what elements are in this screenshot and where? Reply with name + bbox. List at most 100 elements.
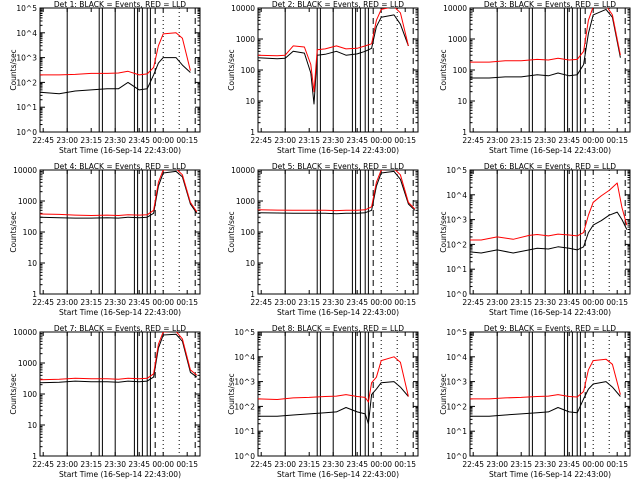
y-tick-label: 10^2 [16, 78, 37, 87]
x-tick-label: 00:15 [176, 460, 198, 469]
x-tick-label: 22:45 [462, 460, 484, 469]
y-tick-label: 10^4 [16, 29, 37, 38]
x-tick-label: 23:00 [56, 136, 78, 145]
x-tick-label: 00:15 [606, 460, 628, 469]
x-tick-label: 00:00 [152, 136, 174, 145]
panel-title: Det 5: BLACK = Events, RED = LLD [272, 162, 404, 171]
y-tick-label: 10^0 [446, 452, 467, 461]
event-lines [496, 170, 626, 294]
y-tick-label: 1 [32, 452, 37, 461]
y-tick-label: 10^1 [446, 427, 467, 436]
panel-1: 22:45 23:00 23:15 23:30 23:45 00:00 00:15 10^0 1… [9, 0, 201, 155]
y-tick-label: 10 [27, 259, 37, 268]
y-tick-label: 10 [245, 259, 255, 268]
y-tick-label: 1 [462, 128, 467, 137]
x-tick-label: 23:15 [510, 298, 532, 307]
series-line-events [40, 333, 198, 384]
y-tick-label: 10^3 [16, 54, 37, 63]
x-tick-label: 00:00 [582, 298, 604, 307]
y-axis-label: Counts/sec [9, 49, 18, 90]
x-tick-label: 00:00 [152, 298, 174, 307]
x-tick-label: 00:00 [370, 460, 392, 469]
y-tick-label: 100 [241, 66, 256, 75]
x-tick-label: 22:45 [462, 298, 484, 307]
panel-3: 22:45 23:00 23:15 23:30 23:45 00:00 00:15 1 10 10… [439, 0, 631, 155]
y-tick-label: 1 [250, 290, 255, 299]
x-tick-label: 00:15 [394, 136, 416, 145]
x-axis-label: Start Time (16-Sep-14 22:43:00) [489, 308, 611, 317]
y-tick-label: 10^5 [446, 328, 467, 337]
y-tick-label: 10^3 [234, 378, 255, 387]
x-tick-label: 23:45 [346, 136, 368, 145]
x-axis-label: Start Time (16-Sep-14 22:43:00) [277, 308, 399, 317]
series-line-events [258, 381, 409, 425]
x-tick-label: 23:30 [322, 136, 344, 145]
x-tick-label: 22:45 [250, 298, 272, 307]
y-tick-label: 10^1 [446, 265, 467, 274]
plot-frame [257, 169, 419, 295]
x-tick-label: 00:00 [370, 136, 392, 145]
series-line-events [258, 14, 409, 105]
series-line-lld [258, 356, 409, 403]
series-line-events [470, 211, 628, 254]
y-axis-label: Counts/sec [439, 49, 448, 90]
y-tick-label: 10^0 [16, 128, 37, 137]
series-line-lld [470, 358, 621, 400]
x-axis-label: Start Time (16-Sep-14 22:43:00) [489, 146, 611, 155]
x-tick-label: 23:00 [56, 298, 78, 307]
y-tick-label: 10^5 [446, 166, 467, 175]
y-tick-label: 1000 [236, 197, 255, 206]
x-axis-label: Start Time (16-Sep-14 22:43:00) [59, 470, 181, 479]
y-tick-label: 10^2 [446, 240, 467, 249]
series-line-lld [470, 8, 621, 63]
x-tick-label: 00:15 [176, 298, 198, 307]
y-tick-label: 10^3 [446, 216, 467, 225]
panel-4: 22:45 23:00 23:15 23:30 23:45 00:00 00:15 1 10 10… [9, 162, 201, 317]
y-tick-label: 1000 [18, 359, 37, 368]
x-tick-label: 23:45 [346, 460, 368, 469]
y-axis-label: Counts/sec [9, 373, 18, 414]
y-tick-label: 10^5 [16, 4, 37, 13]
y-tick-label: 10^5 [234, 328, 255, 337]
event-lines [284, 332, 414, 456]
x-tick-label: 23:15 [80, 460, 102, 469]
x-tick-label: 23:45 [558, 460, 580, 469]
series-line-events [470, 8, 621, 79]
y-tick-label: 1000 [18, 197, 37, 206]
panel-2: 22:45 23:00 23:15 23:30 23:45 00:00 00:15 1 10 10… [227, 0, 419, 155]
panel-8: 22:45 23:00 23:15 23:30 23:45 00:00 00:15 10^0 1… [227, 324, 419, 479]
y-tick-label: 10000 [231, 4, 255, 13]
x-tick-label: 23:15 [80, 136, 102, 145]
x-tick-label: 00:00 [582, 460, 604, 469]
series-line-lld [40, 32, 191, 76]
x-tick-label: 23:45 [128, 136, 150, 145]
y-tick-label: 1000 [448, 35, 467, 44]
panel-title: Det 1: BLACK = Events, RED = LLD [54, 0, 186, 9]
y-axis-label: Counts/sec [227, 49, 236, 90]
x-tick-label: 00:00 [370, 298, 392, 307]
plot-frame [39, 7, 201, 133]
y-tick-label: 10000 [13, 328, 37, 337]
y-tick-label: 10^0 [446, 290, 467, 299]
event-lines [496, 332, 626, 456]
x-tick-label: 00:15 [394, 460, 416, 469]
x-tick-label: 22:45 [32, 460, 54, 469]
x-tick-label: 23:30 [104, 136, 126, 145]
y-tick-label: 1 [250, 128, 255, 137]
y-axis-label: Counts/sec [439, 373, 448, 414]
x-tick-label: 23:15 [80, 298, 102, 307]
y-tick-label: 1000 [236, 35, 255, 44]
plot-frame [39, 169, 201, 295]
y-tick-label: 10000 [443, 4, 467, 13]
x-tick-label: 23:15 [298, 460, 320, 469]
x-tick-label: 22:45 [250, 460, 272, 469]
x-tick-label: 23:00 [274, 298, 296, 307]
x-tick-label: 23:30 [534, 460, 556, 469]
x-tick-label: 23:30 [322, 298, 344, 307]
event-lines [66, 332, 196, 456]
x-tick-label: 23:00 [274, 136, 296, 145]
series-line-events [40, 170, 198, 219]
x-tick-label: 23:30 [534, 298, 556, 307]
x-tick-label: 00:15 [394, 298, 416, 307]
